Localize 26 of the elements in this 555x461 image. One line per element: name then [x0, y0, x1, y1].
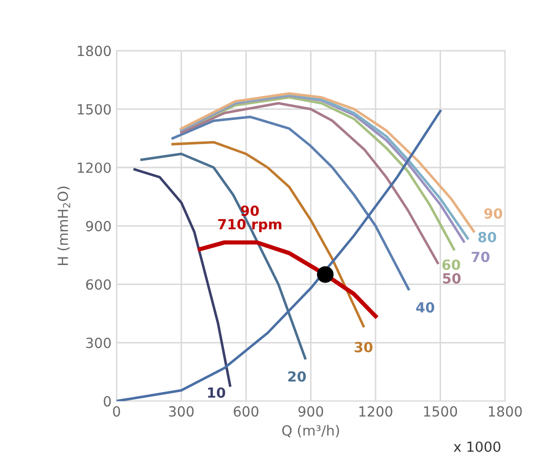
series-label: 80 — [478, 232, 496, 242]
x-tick-label: 0 — [113, 406, 120, 417]
y-axis-title: H (mmH$_{2}$O) — [57, 186, 70, 265]
y-tick-label: 900 — [86, 220, 111, 232]
y-tick-label: 1200 — [78, 162, 111, 173]
y-tick-label: 300 — [86, 338, 111, 348]
series-label: 50 — [443, 273, 461, 284]
x-tick-label: 300 — [169, 406, 194, 417]
series-label: 60 — [442, 259, 460, 270]
series-label: 70 — [472, 252, 490, 262]
x-axis-title: Q (m³/h) — [282, 424, 339, 438]
x-tick-label: 1200 — [359, 406, 392, 417]
series-label: 30 — [354, 342, 372, 352]
text: x 1000 — [454, 441, 500, 452]
series-label: 10 — [208, 387, 226, 398]
x-tick-label: 600 — [234, 406, 258, 417]
y-tick-label: 0 — [104, 396, 111, 407]
x-tick-label: 1500 — [424, 406, 458, 417]
x-tick-label: 1800 — [488, 406, 522, 417]
series-label: 40 — [416, 302, 434, 313]
y-tick-label: 1500 — [78, 104, 111, 115]
y-tick-label: 1800 — [78, 46, 111, 56]
y-tick-label: 600 — [86, 279, 111, 290]
series-label: 20 — [288, 371, 306, 382]
x-tick-label: 900 — [298, 406, 324, 417]
series-label: 90 — [484, 208, 502, 219]
